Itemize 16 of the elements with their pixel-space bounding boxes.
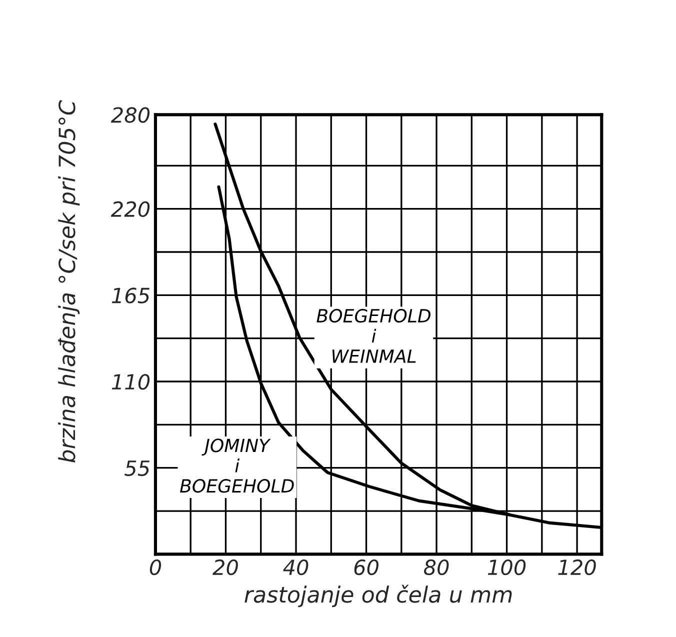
x-tick-label: 100 [488,559,526,576]
y-tick-label: 280 [110,107,150,123]
x-tick-label: 60 [354,559,378,576]
y-tick-label: 220 [110,201,150,218]
y-tick-label: 55 [124,460,150,476]
x-tick-label: 0 [150,559,162,576]
y-tick-label: 165 [112,288,150,304]
y-tick-label: 110 [112,374,150,390]
x-tick-label: 20 [212,559,238,576]
x-tick-label: 40 [283,559,308,576]
series-label: BOEGEHOLD i WEINMAL [316,308,430,363]
y-axis-title: brzina hlađenja °C/sek pri 705°C [58,100,80,463]
x-tick-label: 120 [558,559,596,576]
x-tick-label: 80 [424,559,449,576]
series-label: JOMINY i BOEGEHOLD [180,438,294,493]
x-axis-title: rastojanje od čela u mm [244,584,512,608]
